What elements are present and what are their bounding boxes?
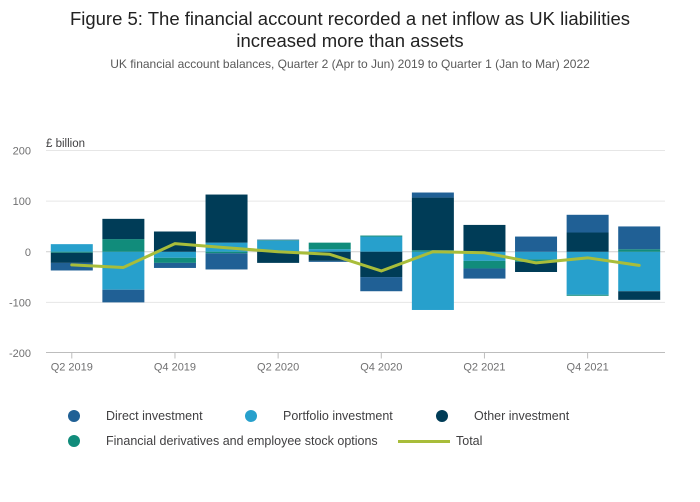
bar-direct [257, 239, 300, 241]
bar-direct [308, 260, 351, 262]
bar-portfolio [102, 251, 145, 290]
y-tick-label: -100 [9, 297, 31, 309]
bar-other [618, 291, 661, 300]
bar-direct [618, 226, 661, 250]
legend-label-total: Total [456, 434, 483, 448]
gridlines [46, 150, 665, 303]
total-line [70, 242, 641, 273]
bar-derivatives [50, 251, 93, 253]
bar-derivatives [153, 257, 196, 263]
legend-item-financial-derivatives[interactable]: Financial derivatives and employee stock… [68, 434, 378, 448]
legend-label-portfolio: Portfolio investment [283, 409, 393, 423]
bar-other [308, 251, 351, 261]
bar-direct [50, 262, 93, 271]
financial-account-chart: £ billion 200 100 0 -100 -200 Q2 2019 Q4 2019 Q… [9, 138, 665, 374]
bar-direct [153, 262, 196, 268]
x-tick-label: Q4 2021 [567, 362, 609, 374]
bar-direct [463, 268, 506, 279]
bar-portfolio [411, 251, 454, 310]
chart-legend: Direct investment Portfolio investment O… [0, 400, 700, 460]
legend-item-total[interactable]: Total [398, 434, 482, 448]
legend-swatch-other [436, 410, 448, 422]
bar-derivatives [463, 260, 506, 269]
bar-other [566, 232, 609, 252]
y-tick-label: -200 [9, 348, 31, 360]
x-tick-label: Q2 2021 [463, 362, 505, 374]
total-line-series [70, 242, 641, 273]
bar-other [463, 224, 506, 252]
bar-portfolio [308, 249, 351, 252]
chart-title-line-2: increased more than assets [236, 30, 464, 51]
bar-other [205, 194, 248, 243]
bar-series [50, 192, 661, 310]
bar-derivatives [360, 235, 403, 237]
x-tick-label: Q4 2019 [154, 362, 196, 374]
bar-portfolio [257, 240, 300, 252]
bar-portfolio [360, 236, 403, 252]
bar-other [515, 261, 558, 272]
bar-direct [411, 192, 454, 198]
bar-derivatives [308, 242, 351, 250]
y-tick-label: 100 [13, 196, 31, 208]
bar-direct [515, 236, 558, 252]
bar-other [257, 251, 300, 263]
bar-derivatives [618, 249, 661, 252]
bar-portfolio [463, 251, 506, 261]
bar-portfolio [618, 251, 661, 292]
legend-swatch-derivatives [68, 435, 80, 447]
bar-derivatives [515, 259, 558, 262]
legend-label-derivatives: Financial derivatives and employee stock… [106, 434, 378, 448]
bar-derivatives [566, 294, 609, 296]
chart-title-line-1: Figure 5: The financial account recorded… [69, 8, 631, 29]
legend-label-other: Other investment [474, 409, 570, 423]
legend-item-direct-investment[interactable]: Direct investment [68, 409, 203, 423]
bar-other [153, 231, 196, 252]
bar-portfolio [50, 244, 93, 252]
chart-title: Figure 5: The financial account recorded… [0, 8, 700, 52]
bar-portfolio [515, 251, 558, 260]
bar-other [50, 252, 93, 263]
bar-direct [205, 253, 248, 270]
bar-portfolio [153, 251, 196, 258]
legend-item-other-investment[interactable]: Other investment [436, 409, 569, 423]
legend-swatch-portfolio [245, 410, 257, 422]
legend-label-direct: Direct investment [106, 409, 203, 423]
legend-swatch-direct [68, 410, 80, 422]
legend-item-portfolio-investment[interactable]: Portfolio investment [245, 409, 393, 423]
x-tick-label: Q4 2020 [360, 362, 402, 374]
bar-derivatives [102, 239, 145, 252]
bar-derivatives [205, 251, 248, 254]
bar-direct [360, 277, 403, 292]
bar-other [411, 197, 454, 251]
axes: 200 100 0 -100 -200 Q2 2019 Q4 2019 Q2 2020 Q4 2… [9, 146, 665, 374]
bar-direct [566, 214, 609, 233]
bar-other [102, 218, 145, 240]
bar-direct [102, 289, 145, 303]
bar-derivatives [257, 240, 300, 241]
x-tick-label: Q2 2020 [257, 362, 299, 374]
x-tick-label: Q2 2019 [51, 362, 93, 374]
y-tick-label: 200 [13, 146, 31, 158]
y-tick-label: 0 [25, 247, 31, 259]
chart-subtitle: UK financial account balances, Quarter 2… [110, 57, 590, 71]
legend-swatch-total [398, 439, 450, 443]
y-axis-unit-label: £ billion [46, 138, 85, 150]
